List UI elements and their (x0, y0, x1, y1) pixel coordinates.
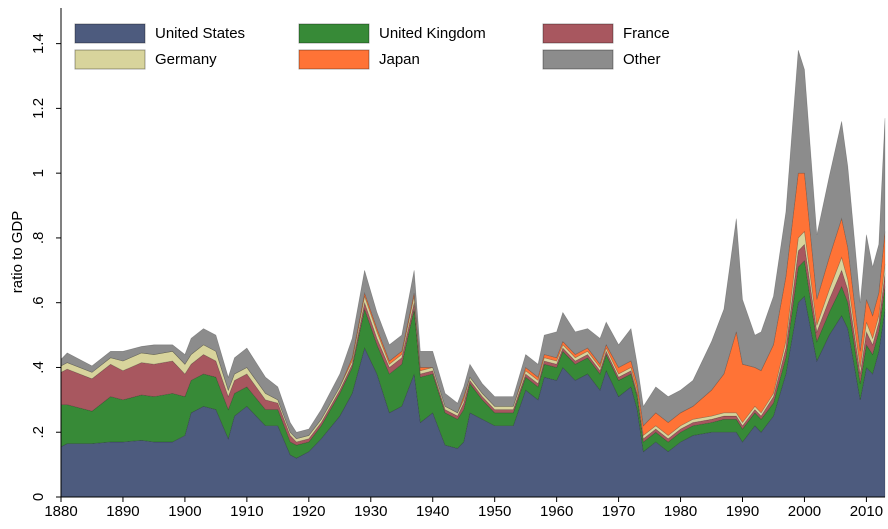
y-tick-label: 1.4 (30, 33, 47, 54)
x-tick-label: 1970 (602, 503, 635, 520)
x-tick-label: 1960 (540, 503, 573, 520)
y-tick-label: .8 (30, 232, 47, 245)
legend-label: United States (155, 25, 245, 42)
legend-swatch (298, 49, 370, 70)
legend-label: United Kingdom (379, 25, 486, 42)
y-tick-label: .6 (30, 296, 47, 309)
y-tick-label: 1.2 (30, 98, 47, 119)
x-tick-label: 1910 (230, 503, 263, 520)
y-tick-label: .4 (30, 361, 47, 374)
y-tick-label: .2 (30, 426, 47, 439)
area (60, 172, 886, 440)
legend-swatch (542, 49, 614, 70)
y-tick-label: 1 (30, 169, 47, 177)
y-tick-label: 0 (30, 493, 47, 501)
legend-label: Germany (155, 51, 217, 68)
legend-label: Japan (379, 51, 420, 68)
area (60, 50, 886, 440)
x-tick-label: 1940 (416, 503, 449, 520)
legend-label: Other (623, 51, 661, 68)
legend-swatch (542, 23, 614, 44)
x-tick-label: 2000 (788, 503, 821, 520)
legend-swatch (74, 23, 146, 44)
x-tick-label: 1890 (106, 503, 139, 520)
legend-swatch (298, 23, 370, 44)
legend-label: France (623, 25, 670, 42)
legend-swatch (74, 49, 146, 70)
x-tick-label: 1880 (44, 503, 77, 520)
x-tick-label: 1900 (168, 503, 201, 520)
x-tick-label: 1950 (478, 503, 511, 520)
x-tick-label: 1990 (726, 503, 759, 520)
x-tick-label: 2010 (850, 503, 883, 520)
y-axis-label: ratio to GDP (9, 211, 26, 294)
x-tick-label: 1980 (664, 503, 697, 520)
x-tick-label: 1920 (292, 503, 325, 520)
x-tick-label: 1930 (354, 503, 387, 520)
